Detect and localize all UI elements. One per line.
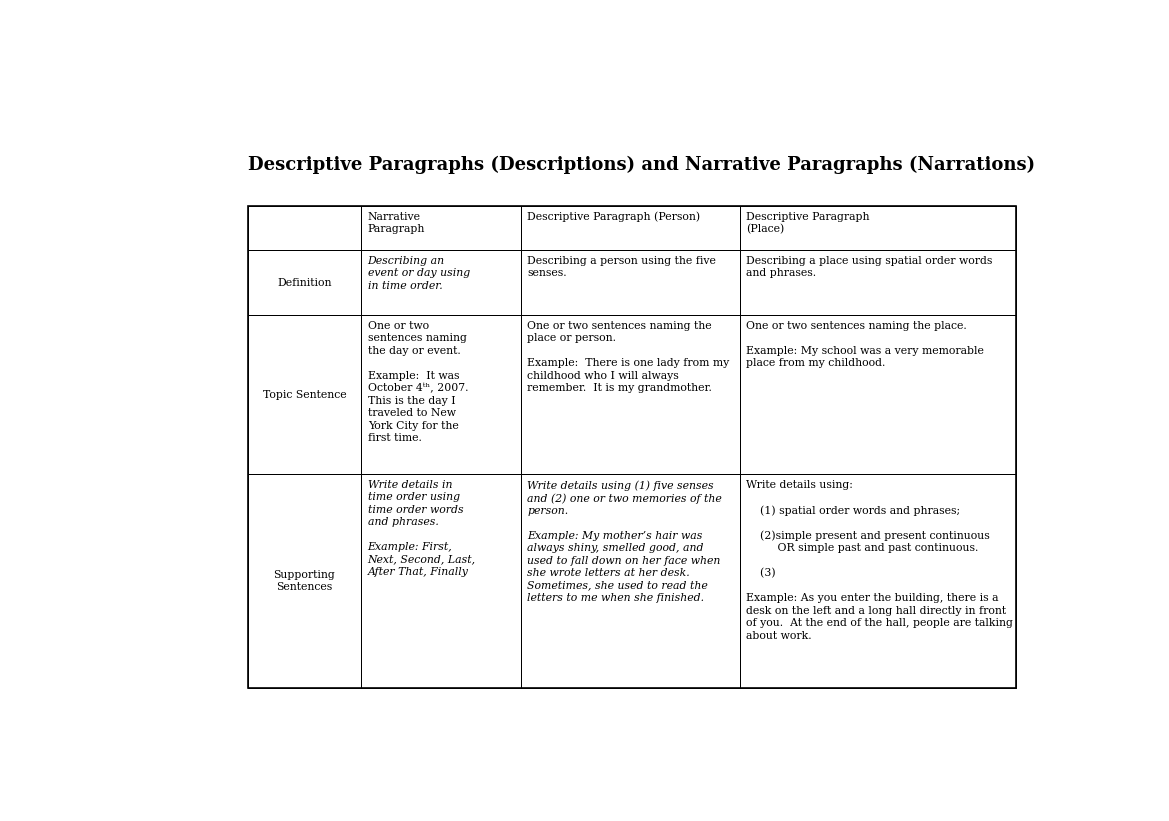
Bar bbox=[740, 206, 1016, 250]
Bar bbox=[361, 206, 521, 250]
Bar bbox=[521, 250, 740, 315]
Text: One or two sentences naming the place.

Example: My school was a very memorable
: One or two sentences naming the place. E… bbox=[746, 321, 984, 369]
Text: Describing an
event or day using
in time order.: Describing an event or day using in time… bbox=[367, 256, 470, 291]
Bar bbox=[248, 206, 361, 250]
Text: Topic Sentence: Topic Sentence bbox=[263, 390, 346, 400]
Bar bbox=[361, 475, 521, 688]
Bar bbox=[248, 315, 361, 475]
Text: One or two sentences naming the
place or person.

Example:  There is one lady fr: One or two sentences naming the place or… bbox=[527, 321, 729, 393]
Text: Narrative
Paragraph: Narrative Paragraph bbox=[367, 212, 426, 234]
Bar bbox=[248, 206, 1016, 688]
Bar bbox=[521, 315, 740, 475]
Text: Descriptive Paragraphs (Descriptions) and Narrative Paragraphs (Narrations): Descriptive Paragraphs (Descriptions) an… bbox=[248, 156, 1035, 174]
Text: Descriptive Paragraph
(Place): Descriptive Paragraph (Place) bbox=[746, 212, 870, 235]
Bar bbox=[521, 475, 740, 688]
Text: Write details using (1) five senses
and (2) one or two memories of the
person.

: Write details using (1) five senses and … bbox=[527, 480, 722, 603]
Text: One or two
sentences naming
the day or event.

Example:  It was
October 4ᵗʰ, 200: One or two sentences naming the day or e… bbox=[367, 321, 468, 443]
Text: Definition: Definition bbox=[277, 277, 332, 288]
Bar bbox=[740, 315, 1016, 475]
Bar bbox=[740, 250, 1016, 315]
Text: Write details using:

    (1) spatial order words and phrases;

    (2)simple pr: Write details using: (1) spatial order w… bbox=[746, 480, 1014, 640]
Bar bbox=[248, 475, 361, 688]
Text: Supporting
Sentences: Supporting Sentences bbox=[274, 570, 336, 592]
Text: Write details in
time order using
time order words
and phrases.

Example: First,: Write details in time order using time o… bbox=[367, 480, 476, 577]
Bar bbox=[248, 250, 361, 315]
Bar bbox=[361, 250, 521, 315]
Text: Descriptive Paragraph (Person): Descriptive Paragraph (Person) bbox=[527, 212, 700, 222]
Text: Describing a place using spatial order words
and phrases.: Describing a place using spatial order w… bbox=[746, 256, 992, 278]
Bar bbox=[740, 475, 1016, 688]
Bar bbox=[521, 206, 740, 250]
Bar bbox=[361, 315, 521, 475]
Text: Describing a person using the five
senses.: Describing a person using the five sense… bbox=[527, 256, 717, 278]
